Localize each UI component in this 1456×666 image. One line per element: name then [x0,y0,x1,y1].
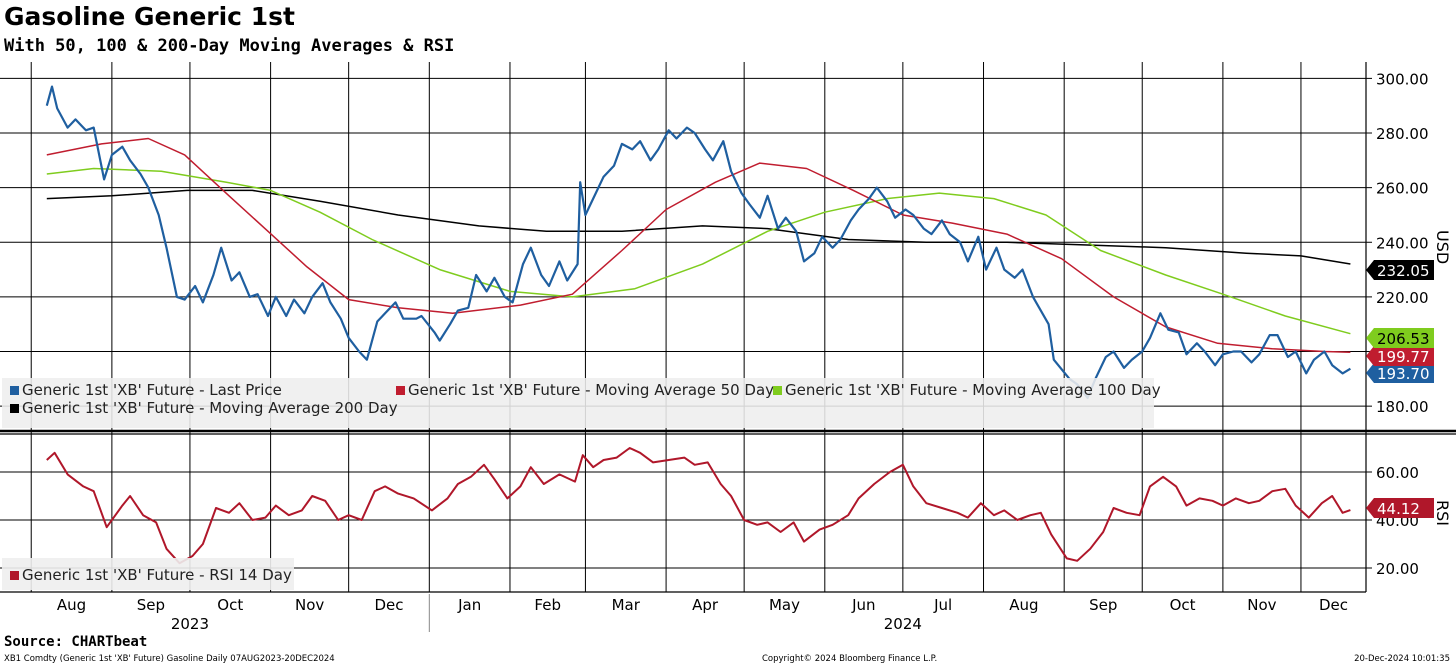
series-line-generic-1st-xb-future-moving-average-200-day [46,189,1351,265]
price-tick-label: 280.00 [1376,125,1429,143]
rsi-axis-title: RSI [1433,500,1452,526]
price-tick-label: 220.00 [1376,289,1429,307]
legend-label: Generic 1st 'XB' Future - Moving Average… [22,399,398,417]
badge-shape [1366,363,1434,383]
x-tick-label: Nov [295,596,324,614]
legend-swatch [773,386,782,395]
year-label: 2023 [171,615,209,632]
rsi-tick-label: 60.00 [1376,464,1419,482]
footer-ticker-info: XB1 Comdty (Generic 1st 'XB' Future) Gas… [4,654,335,664]
legend-swatch [10,571,19,580]
badge-shape [1366,498,1434,518]
chart-svg: 180.00200.00220.00240.00260.00280.00300.… [0,62,1456,632]
x-tick-label: Apr [692,596,719,614]
last-value-badge: 44.12 [1366,498,1434,518]
last-value-badge: 232.05 [1366,260,1434,280]
x-tick-label: Jul [933,596,952,614]
badge-value: 193.70 [1377,365,1430,383]
price-tick-label: 180.00 [1376,398,1429,416]
x-tick-label: May [769,596,800,614]
price-axis-title: USD [1433,230,1452,264]
last-value-badge: 193.70 [1366,363,1434,383]
x-tick-label: Sep [137,596,165,614]
price-tick-label: 240.00 [1376,234,1429,252]
series-line-generic-1st-xb-future-last-price [45,85,1351,400]
last-value-badge: 206.53 [1366,328,1434,348]
badge-shape [1366,328,1434,348]
rsi-tick-label: 20.00 [1376,560,1419,578]
badge-shape [1366,260,1434,280]
legend-swatch [10,404,19,413]
chart-subtitle: With 50, 100 & 200-Day Moving Averages &… [4,36,455,56]
chart-title: Gasoline Generic 1st [4,2,295,31]
series-line-rsi [46,447,1351,565]
x-tick-label: Feb [534,596,561,614]
price-legend: Generic 1st 'XB' Future - Last Price Gene… [2,378,1161,428]
x-tick-label: Dec [374,596,403,614]
legend-swatch [396,386,405,395]
x-tick-label: Oct [1170,596,1196,614]
x-tick-label: Oct [217,596,243,614]
x-tick-label: Nov [1247,596,1276,614]
legend-swatch [10,386,19,395]
x-tick-label: Dec [1319,596,1348,614]
badge-value: 206.53 [1377,330,1430,348]
x-tick-label: Aug [1009,596,1038,614]
legend-label: Generic 1st 'XB' Future - Last Price [22,381,282,399]
rsi-legend: Generic 1st 'XB' Future - RSI 14 Day [2,558,294,590]
x-tick-label: Mar [612,596,641,614]
badge-shape [1366,346,1434,366]
footer-copyright: Copyright© 2024 Bloomberg Finance L.P. [762,654,938,664]
badge-value: 199.77 [1377,348,1430,366]
series-line-generic-1st-xb-future-moving-average-50-day [46,137,1351,353]
badge-value: 44.12 [1377,500,1420,518]
x-tick-label: Sep [1089,596,1117,614]
legend-background [2,378,1154,428]
last-value-badge: 199.77 [1366,346,1434,366]
legend-label: Generic 1st 'XB' Future - Moving Average… [408,381,774,399]
x-tick-label: Jun [851,596,875,614]
legend-label: Generic 1st 'XB' Future - Moving Average… [785,381,1161,399]
year-label: 2024 [884,615,922,632]
badge-value: 232.05 [1377,262,1430,280]
source-label: Source: CHARTbeat [4,634,148,650]
price-tick-label: 300.00 [1376,70,1429,88]
price-tick-label: 260.00 [1376,180,1429,198]
footer-timestamp: 20-Dec-2024 10:01:35 [1354,654,1450,664]
series-line-generic-1st-xb-future-moving-average-100-day [46,167,1351,335]
legend-background [2,558,294,590]
x-tick-label: Aug [57,596,86,614]
legend-label: Generic 1st 'XB' Future - RSI 14 Day [22,566,292,584]
x-tick-label: Jan [457,596,481,614]
